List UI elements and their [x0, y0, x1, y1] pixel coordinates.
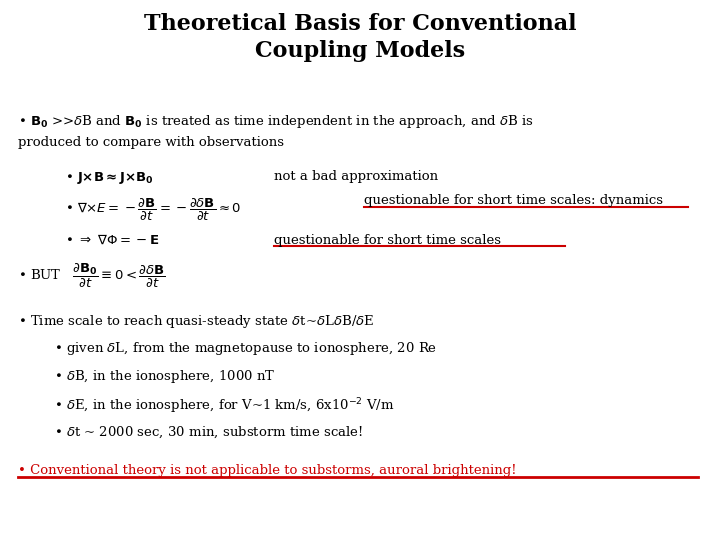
Text: • given $\delta$L, from the magnetopause to ionosphere, 20 Re: • given $\delta$L, from the magnetopause… — [54, 340, 437, 357]
Text: Theoretical Basis for Conventional
Coupling Models: Theoretical Basis for Conventional Coupl… — [144, 14, 576, 62]
Text: • $\mathbf{B_0}$ >>$\delta$B and $\mathbf{B_0}$ is treated as time independent i: • $\mathbf{B_0}$ >>$\delta$B and $\mathb… — [18, 113, 534, 149]
Text: • $\Rightarrow\ \nabla\Phi = -\mathbf{E}$: • $\Rightarrow\ \nabla\Phi = -\mathbf{E}… — [65, 234, 159, 247]
Text: • $\delta$B, in the ionosphere, 1000 nT: • $\delta$B, in the ionosphere, 1000 nT — [54, 368, 275, 385]
Text: • $\mathbf{J{\times}B \approx J{\times}B_0}$: • $\mathbf{J{\times}B \approx J{\times}B… — [65, 170, 153, 186]
Text: not a bad approximation: not a bad approximation — [274, 170, 438, 183]
Text: questionable for short time scales: dynamics: questionable for short time scales: dyna… — [364, 194, 662, 207]
Text: questionable for short time scales: questionable for short time scales — [274, 234, 500, 247]
Text: • $\nabla{\times}E = -\dfrac{\partial \mathbf{B}}{\partial t} = -\dfrac{\partial: • $\nabla{\times}E = -\dfrac{\partial \m… — [65, 197, 241, 223]
Text: • Conventional theory is not applicable to substorms, auroral brightening!: • Conventional theory is not applicable … — [18, 464, 516, 477]
Text: • $\delta$E, in the ionosphere, for V~1 km/s, 6x10$^{-2}$ V/m: • $\delta$E, in the ionosphere, for V~1 … — [54, 396, 395, 416]
Text: • $\delta$t ~ 2000 sec, 30 min, substorm time scale!: • $\delta$t ~ 2000 sec, 30 min, substorm… — [54, 424, 363, 440]
Text: • BUT   $\dfrac{\partial \mathbf{B_0}}{\partial t} \equiv 0 < \dfrac{\partial \d: • BUT $\dfrac{\partial \mathbf{B_0}}{\pa… — [18, 262, 166, 290]
Text: • Time scale to reach quasi-steady state $\delta$t~$\delta$L$\delta$B/$\delta$E: • Time scale to reach quasi-steady state… — [18, 313, 374, 330]
